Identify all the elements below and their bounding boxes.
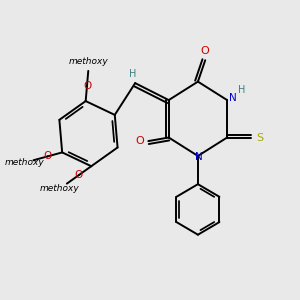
Text: methoxy: methoxy: [69, 58, 109, 67]
Text: N: N: [229, 93, 237, 103]
Text: O: O: [201, 46, 210, 56]
Text: S: S: [256, 133, 263, 142]
Text: O: O: [83, 81, 91, 91]
Text: O: O: [135, 136, 144, 146]
Text: H: H: [129, 69, 137, 79]
Text: O: O: [44, 152, 52, 161]
Text: H: H: [238, 85, 245, 95]
Text: methoxy: methoxy: [40, 184, 80, 193]
Text: N: N: [195, 152, 203, 162]
Text: methoxy: methoxy: [5, 158, 45, 167]
Text: O: O: [75, 170, 83, 180]
